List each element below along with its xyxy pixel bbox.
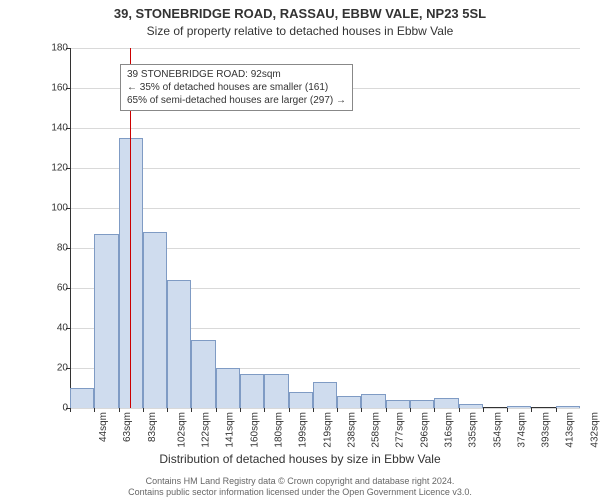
plot-area: 39 STONEBRIDGE ROAD: 92sqm← 35% of detac… <box>70 48 580 408</box>
y-tick-mark <box>66 208 70 209</box>
callout-box: 39 STONEBRIDGE ROAD: 92sqm← 35% of detac… <box>120 64 353 111</box>
histogram-bar <box>216 368 240 408</box>
y-tick-mark <box>66 248 70 249</box>
x-tick-label: 393sqm <box>541 412 552 448</box>
callout-line: 39 STONEBRIDGE ROAD: 92sqm <box>127 68 346 81</box>
grid-line <box>70 168 580 169</box>
x-tick-label: 258sqm <box>371 412 382 448</box>
x-tick-label: 63sqm <box>122 412 133 442</box>
y-tick-labels: 020406080100120140160180 <box>44 48 68 408</box>
x-tick-label: 316sqm <box>444 412 455 448</box>
x-tick-label: 199sqm <box>298 412 309 448</box>
grid-line <box>70 128 580 129</box>
x-tick-label: 277sqm <box>395 412 406 448</box>
y-tick-mark <box>66 128 70 129</box>
histogram-bar <box>361 394 385 408</box>
histogram-bar <box>434 398 458 408</box>
y-tick-mark <box>66 288 70 289</box>
callout-line: 65% of semi-detached houses are larger (… <box>127 94 346 107</box>
callout-line: ← 35% of detached houses are smaller (16… <box>127 81 346 94</box>
x-tick-label: 83sqm <box>147 412 158 442</box>
histogram-bar <box>94 234 118 408</box>
x-tick-label: 219sqm <box>322 412 333 448</box>
x-tick-label: 44sqm <box>98 412 109 442</box>
histogram-bar <box>313 382 337 408</box>
x-tick-label: 354sqm <box>492 412 503 448</box>
chart-title-main: 39, STONEBRIDGE ROAD, RASSAU, EBBW VALE,… <box>0 6 600 21</box>
x-tick-label: 122sqm <box>201 412 212 448</box>
footer-credits: Contains HM Land Registry data © Crown c… <box>0 476 600 498</box>
x-axis-label: Distribution of detached houses by size … <box>0 452 600 466</box>
y-tick-mark <box>66 368 70 369</box>
x-tick-labels: 44sqm 63sqm 83sqm 102sqm 122sqm 141sqm 160sqm 1… <box>70 408 580 448</box>
histogram-bar <box>264 374 288 408</box>
footer-line-2: Contains public sector information licen… <box>0 487 600 498</box>
x-tick-label: 141sqm <box>225 412 236 448</box>
y-tick-mark <box>66 168 70 169</box>
chart-container: 39, STONEBRIDGE ROAD, RASSAU, EBBW VALE,… <box>0 0 600 500</box>
x-tick-label: 296sqm <box>419 412 430 448</box>
grid-line <box>70 48 580 49</box>
histogram-bar <box>386 400 410 408</box>
histogram-bar <box>70 388 94 408</box>
histogram-bar <box>167 280 191 408</box>
histogram-bar <box>289 392 313 408</box>
x-tick-label: 374sqm <box>516 412 527 448</box>
histogram-bar <box>143 232 167 408</box>
histogram-bar <box>337 396 361 408</box>
histogram-bar <box>191 340 215 408</box>
x-tick-label: 102sqm <box>176 412 187 448</box>
x-tick-label: 432sqm <box>589 412 600 448</box>
x-tick-label: 413sqm <box>565 412 576 448</box>
x-tick-label: 160sqm <box>249 412 260 448</box>
x-tick-label: 335sqm <box>468 412 479 448</box>
footer-line-1: Contains HM Land Registry data © Crown c… <box>0 476 600 487</box>
y-tick-mark <box>66 88 70 89</box>
chart-title-sub: Size of property relative to detached ho… <box>0 24 600 38</box>
grid-line <box>70 208 580 209</box>
x-tick-label: 180sqm <box>274 412 285 448</box>
histogram-bar <box>410 400 434 408</box>
y-tick-mark <box>66 48 70 49</box>
histogram-bar <box>240 374 264 408</box>
x-tick-label: 238sqm <box>346 412 357 448</box>
y-tick-mark <box>66 328 70 329</box>
